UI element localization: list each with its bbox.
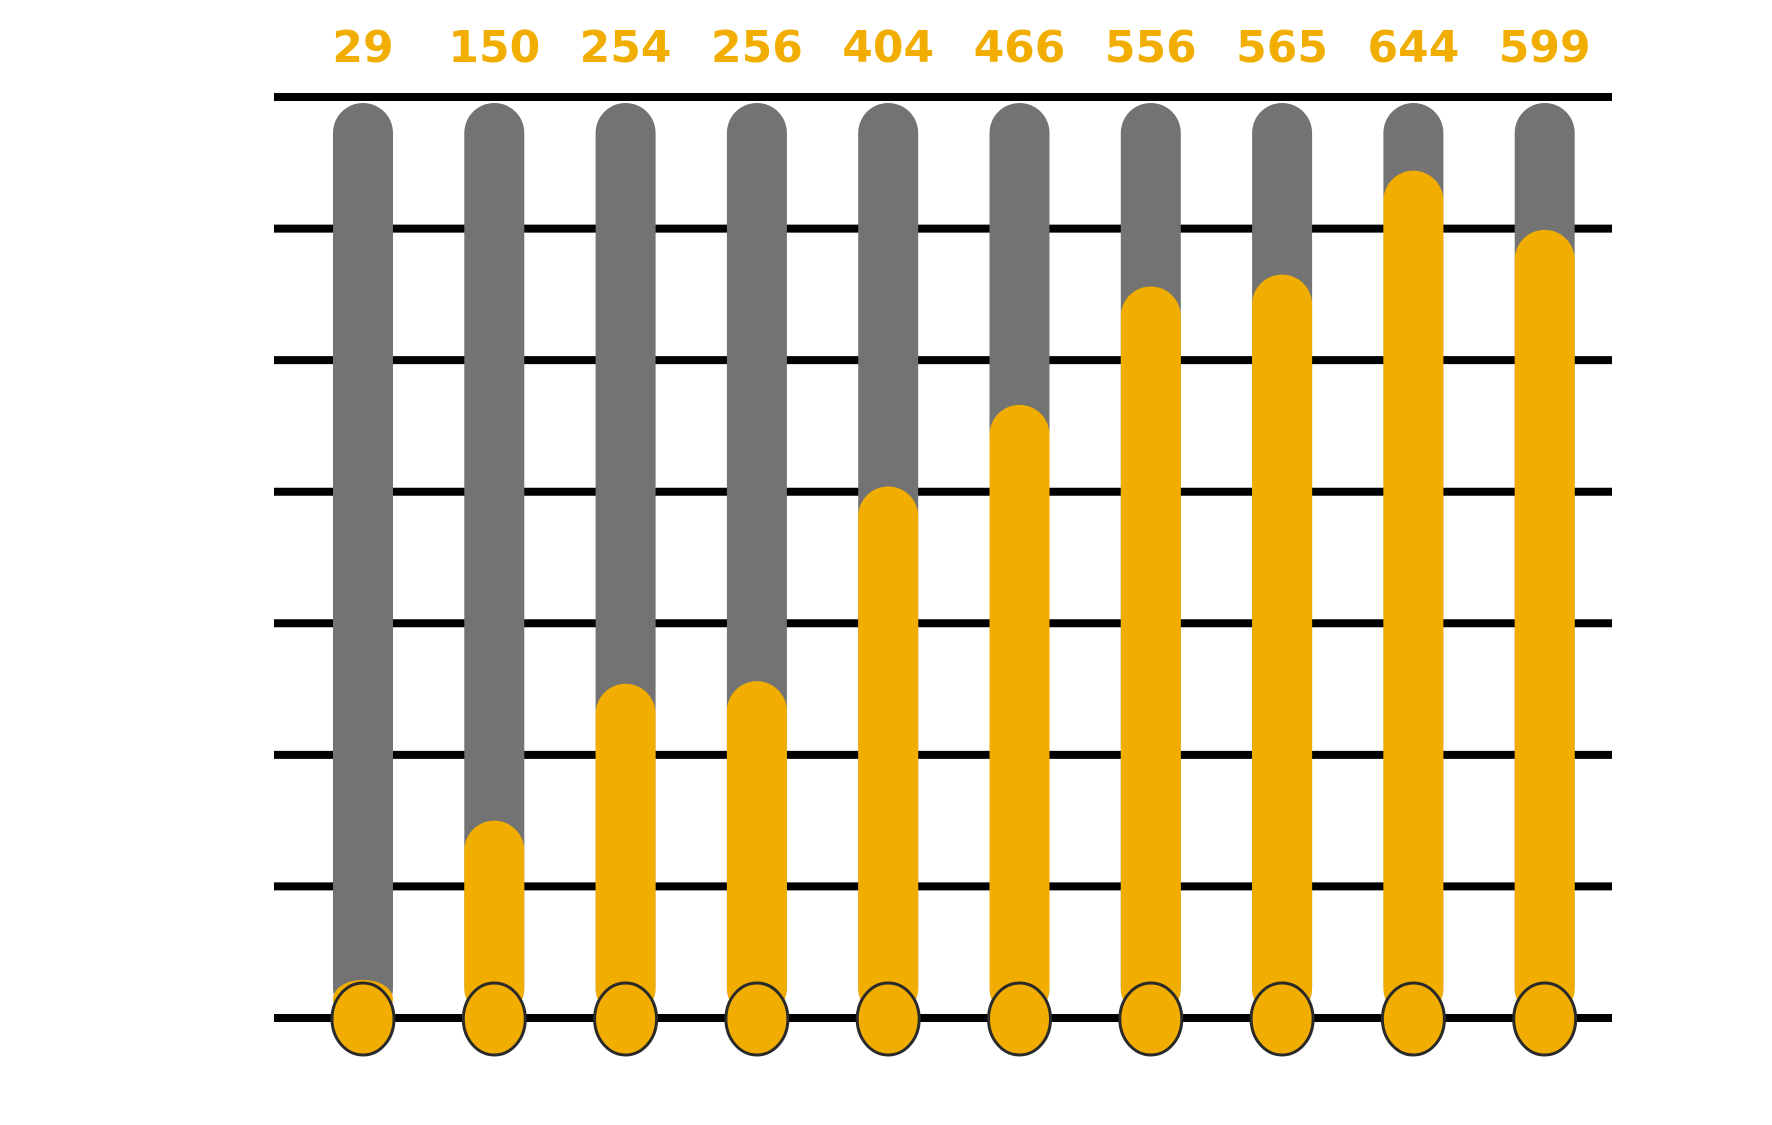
bar bbox=[464, 820, 525, 1018]
bar-base-marker bbox=[1249, 981, 1315, 1057]
bar-track bbox=[333, 103, 393, 1018]
data-label: 150 bbox=[448, 22, 540, 73]
bar bbox=[858, 486, 919, 1018]
bar-base-marker bbox=[724, 981, 790, 1057]
data-label: 256 bbox=[711, 22, 803, 73]
bar bbox=[1252, 274, 1313, 1018]
bar bbox=[1514, 229, 1575, 1018]
bar-base-marker bbox=[855, 981, 921, 1057]
data-label: 565 bbox=[1236, 22, 1328, 73]
bar-track bbox=[464, 103, 525, 1018]
bar bbox=[989, 404, 1050, 1018]
bar-base-marker bbox=[1118, 981, 1184, 1057]
data-label: 644 bbox=[1367, 22, 1459, 73]
data-label: 556 bbox=[1105, 22, 1197, 73]
bar bbox=[595, 683, 656, 1018]
bar-base-marker bbox=[1512, 981, 1578, 1057]
bar-base-marker bbox=[461, 981, 527, 1057]
bar bbox=[1120, 286, 1181, 1018]
data-label: 404 bbox=[842, 22, 934, 73]
bar-base-marker bbox=[330, 981, 396, 1057]
data-label: 599 bbox=[1499, 22, 1591, 73]
bar bbox=[726, 681, 787, 1018]
data-label: 466 bbox=[974, 22, 1066, 73]
bars-layer bbox=[330, 103, 1578, 1057]
bar-base-marker bbox=[987, 981, 1052, 1057]
bar-base-marker bbox=[1380, 981, 1446, 1057]
data-label: 29 bbox=[332, 22, 393, 73]
bar bbox=[1383, 170, 1444, 1018]
data-label: 254 bbox=[580, 22, 672, 73]
bar-base-marker bbox=[593, 981, 659, 1057]
labels-layer: 29 150 254 256 404 466 556 565 644 599 bbox=[332, 22, 1590, 73]
